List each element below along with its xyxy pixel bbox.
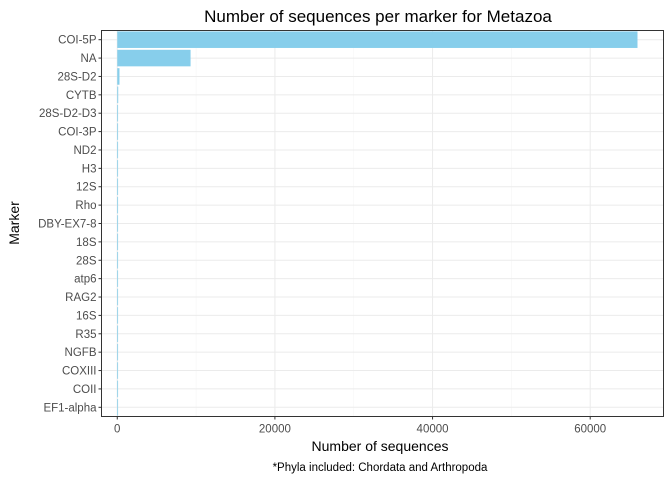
bar-R35 [117, 325, 119, 343]
x-axis-title: Number of sequences [312, 438, 449, 454]
bar-COII [117, 380, 119, 398]
bar-COXIII [117, 362, 119, 379]
grid [101, 30, 664, 417]
bar-28S-D2-D3 [117, 104, 119, 122]
y-tick-label: RAG2 [65, 292, 96, 304]
chart-caption: *Phyla included: Chordata and Arthropoda [273, 462, 488, 474]
y-tick-label: COII [73, 384, 97, 396]
bar-DBY-EX7-8 [117, 215, 119, 232]
bar-28S [117, 251, 119, 269]
y-tick-label: 28S-D2-D3 [39, 108, 97, 120]
bar-COI-3P [117, 123, 119, 140]
y-tick-label: CYTB [66, 90, 97, 102]
y-tick-label: NGFB [65, 347, 97, 359]
bar-Rho [117, 196, 119, 214]
y-tick-label: COI-3P [58, 127, 97, 139]
x-tick-label: 40000 [417, 424, 449, 436]
y-tick-label: 18S [76, 237, 97, 249]
bar-COI-5P [117, 31, 638, 48]
bar-atp6 [117, 270, 119, 287]
bar-NA [117, 49, 191, 67]
x-axis: 0 20000 40000 60000 [114, 416, 606, 436]
y-tick-label: EF1-alpha [43, 402, 97, 414]
bar-EF1-alpha [117, 399, 119, 416]
y-tick-label: R35 [75, 329, 96, 341]
bar-CYTB [117, 86, 119, 104]
bars [117, 31, 638, 416]
y-axis: COI-5P NA 28S-D2 CYTB 28S-D2-D3 COI-3P ND2 H3 12… [38, 35, 102, 414]
y-tick-label: DBY-EX7-8 [38, 219, 96, 231]
bar-NGFB [117, 343, 119, 361]
y-tick-label: 28S [76, 255, 97, 267]
y-tick-label: Rho [75, 200, 96, 212]
bar-ND2 [117, 141, 119, 159]
bar-28S-D2 [117, 68, 120, 85]
bar-18S [117, 233, 119, 251]
bar-16S [117, 307, 119, 324]
y-tick-label: COI-5P [58, 35, 97, 47]
x-tick-label: 60000 [574, 424, 606, 436]
y-tick-label: 16S [76, 310, 97, 322]
y-tick-label: 28S-D2 [58, 71, 97, 83]
bar-RAG2 [117, 288, 119, 306]
y-tick-label: 12S [76, 182, 97, 194]
x-tick-label: 20000 [259, 424, 291, 436]
y-tick-label: ND2 [73, 145, 96, 157]
y-tick-label: COXIII [62, 366, 97, 378]
bar-H3 [117, 160, 119, 177]
y-axis-title: Marker [6, 201, 22, 245]
y-tick-label: atp6 [74, 274, 96, 286]
y-tick-label: NA [81, 53, 97, 65]
chart-title: Number of sequences per marker for Metaz… [204, 7, 552, 26]
x-tick-label: 0 [114, 424, 120, 436]
y-tick-label: H3 [82, 163, 97, 175]
bar-12S [117, 178, 119, 196]
